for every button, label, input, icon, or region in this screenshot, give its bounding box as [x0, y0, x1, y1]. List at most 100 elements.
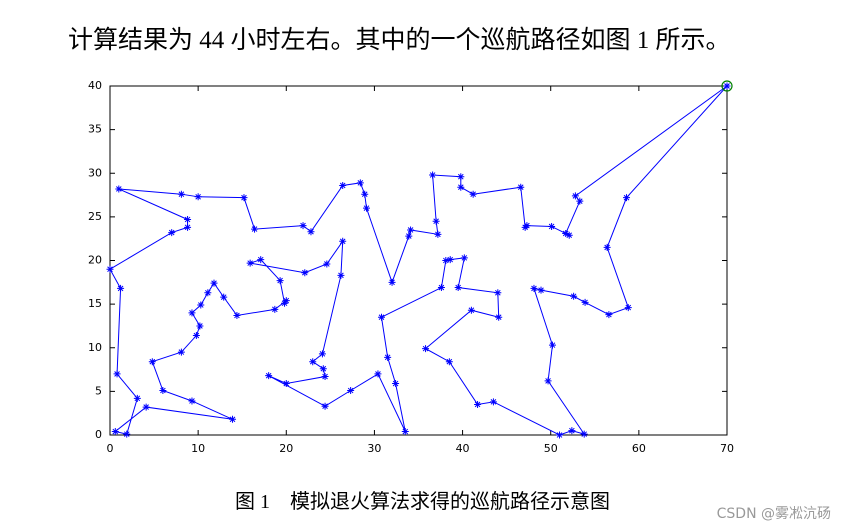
marker — [467, 306, 475, 314]
plot-frame — [109, 85, 728, 436]
marker — [168, 229, 176, 237]
marker — [603, 243, 611, 251]
marker — [445, 358, 453, 366]
marker — [271, 305, 279, 313]
marker — [347, 387, 355, 395]
marker — [401, 428, 409, 436]
x-tick-label: 70 — [720, 442, 734, 455]
marker — [432, 217, 440, 225]
marker — [457, 173, 465, 181]
marker — [251, 225, 259, 233]
marker — [318, 350, 326, 358]
marker — [106, 265, 114, 273]
marker — [142, 403, 150, 411]
y-tick-label: 0 — [95, 428, 102, 441]
marker — [407, 226, 415, 234]
marker — [562, 229, 570, 237]
y-tick-label: 20 — [88, 254, 102, 267]
marker — [309, 358, 317, 366]
marker — [276, 277, 284, 285]
marker — [197, 301, 205, 309]
marker — [115, 185, 123, 193]
marker — [307, 228, 315, 236]
x-tick-label: 50 — [544, 442, 558, 455]
marker — [377, 313, 385, 321]
x-tick-label: 10 — [191, 442, 205, 455]
marker — [240, 194, 248, 202]
marker — [210, 279, 218, 287]
marker — [281, 299, 289, 307]
marker — [362, 204, 370, 212]
marker — [117, 284, 125, 292]
marker — [544, 377, 552, 385]
marker — [429, 171, 437, 179]
marker — [521, 223, 529, 231]
marker — [374, 370, 382, 378]
marker — [337, 271, 345, 279]
x-tick-label: 30 — [367, 442, 381, 455]
marker — [446, 256, 454, 264]
marker — [233, 311, 241, 319]
y-tick-label: 30 — [88, 166, 102, 179]
marker — [282, 380, 290, 388]
y-tick-label: 15 — [88, 297, 102, 310]
marker — [442, 257, 450, 264]
marker — [339, 181, 347, 189]
marker — [196, 322, 204, 330]
y-tick-label: 35 — [88, 123, 102, 136]
marker — [384, 353, 392, 361]
marker — [111, 428, 119, 436]
marker — [220, 293, 228, 301]
marker — [581, 298, 589, 306]
marker — [282, 297, 290, 305]
marker — [148, 358, 156, 366]
marker — [624, 304, 632, 312]
marker — [530, 284, 538, 292]
marker — [392, 380, 400, 388]
y-tick-label: 5 — [95, 384, 102, 397]
marker — [188, 309, 196, 317]
caption: 图 1 模拟退火算法求得的巡航路径示意图 — [235, 491, 610, 513]
marker — [177, 190, 185, 198]
y-tick-label: 25 — [88, 210, 102, 223]
marker — [495, 313, 503, 321]
x-tick-label: 40 — [456, 442, 470, 455]
marker — [194, 193, 202, 201]
marker — [184, 215, 192, 223]
marker — [299, 222, 307, 230]
marker — [257, 256, 265, 264]
marker — [188, 397, 196, 405]
marker — [361, 190, 369, 198]
y-tick-label: 10 — [88, 341, 102, 354]
marker — [133, 394, 141, 402]
marker — [356, 179, 364, 187]
marker — [321, 402, 329, 410]
marker — [204, 289, 212, 297]
marker — [565, 231, 573, 239]
x-tick-label: 60 — [632, 442, 646, 455]
marker — [265, 372, 273, 380]
marker — [321, 373, 329, 381]
marker — [454, 284, 462, 292]
marker — [422, 345, 430, 353]
marker — [177, 348, 185, 356]
watermark: CSDN @雾凇沆砀 — [716, 506, 831, 522]
x-tick-label: 20 — [279, 442, 293, 455]
marker — [159, 387, 167, 395]
marker — [494, 289, 502, 297]
marker — [548, 341, 556, 349]
marker — [192, 332, 200, 340]
route-line — [109, 85, 728, 436]
marker — [437, 284, 445, 292]
marker — [548, 222, 556, 230]
marker — [460, 254, 468, 262]
marker — [723, 82, 731, 90]
marker — [623, 194, 631, 202]
x-tick-label: 0 — [107, 442, 114, 455]
marker — [605, 311, 613, 319]
marker — [556, 431, 564, 439]
marker — [339, 237, 347, 245]
marker — [580, 430, 588, 438]
marker — [570, 292, 578, 300]
marker — [537, 286, 545, 294]
